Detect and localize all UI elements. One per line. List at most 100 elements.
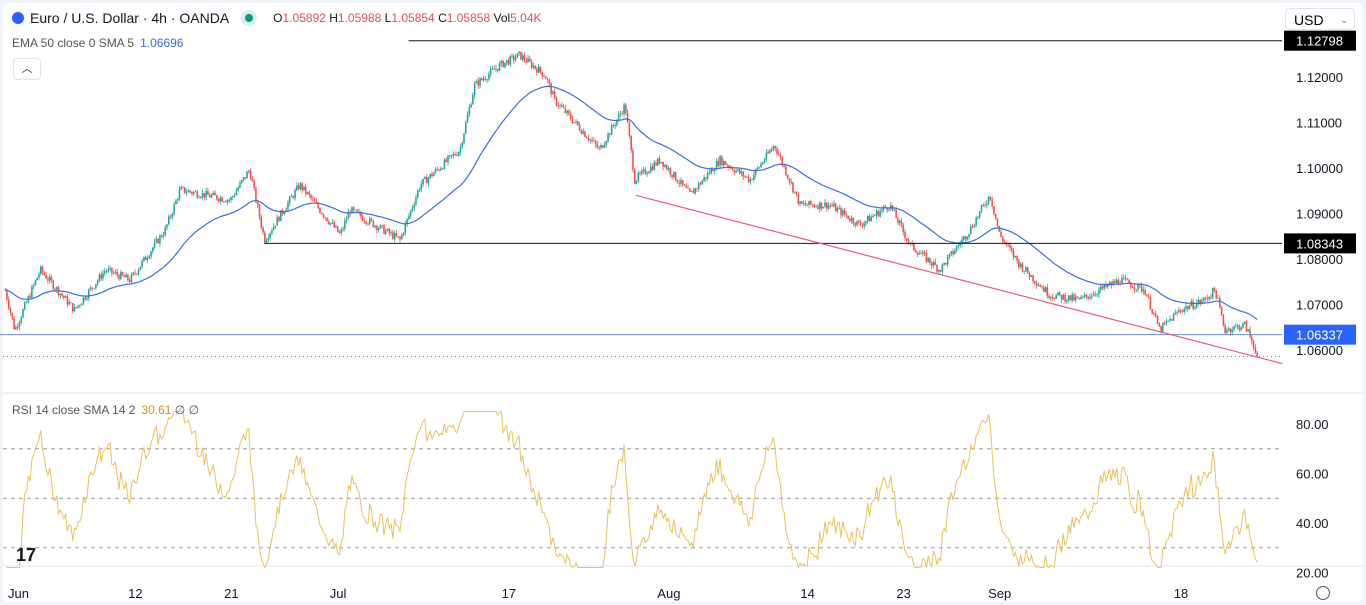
candle-body [927, 257, 929, 262]
candle-body [87, 289, 90, 298]
candle-body [573, 121, 576, 123]
candle-body [185, 192, 188, 194]
candle-body [402, 233, 405, 235]
candle-body [863, 223, 865, 227]
candle-body [952, 251, 954, 255]
candle-body [954, 250, 956, 255]
candle-body [557, 105, 560, 107]
candle-body [612, 125, 615, 127]
time-tick-label: 12 [128, 586, 142, 601]
candle-body [904, 231, 906, 239]
candle-body [1030, 275, 1033, 277]
candle-body [100, 274, 103, 279]
candle-body [980, 205, 983, 212]
candle-body [413, 204, 416, 208]
candle-body [518, 51, 520, 54]
candle-body [998, 225, 1001, 232]
candle-body [785, 166, 787, 175]
candle-body [409, 210, 412, 216]
symbol-legend: Euro / U.S. Dollar · 4h · OANDA O1.05892… [12, 10, 542, 26]
candle-body [1135, 289, 1138, 291]
candle-body [459, 146, 462, 152]
candle-body [1179, 310, 1182, 312]
candle-body [1181, 311, 1184, 312]
candle-body [845, 214, 848, 216]
candle-body [777, 153, 780, 156]
candle-body [593, 140, 595, 142]
candle-body [383, 225, 385, 234]
candle-body [201, 192, 204, 198]
candle-body [667, 168, 670, 170]
candle-body [881, 209, 883, 212]
candle-body [545, 76, 547, 79]
descending-trendline [635, 194, 1283, 365]
candle-body [696, 188, 698, 190]
candle-body [804, 203, 807, 205]
candle-body [724, 160, 727, 165]
candle-body [322, 214, 325, 217]
candle-body [1089, 296, 1091, 299]
candle-body [392, 232, 394, 239]
candle-body [530, 61, 533, 68]
candle-body [296, 185, 298, 190]
candle-body [461, 143, 464, 147]
candle-body [438, 169, 440, 171]
candle-body [847, 215, 849, 219]
candle-body [1066, 300, 1068, 302]
candle-body [1162, 322, 1164, 332]
candle-body [194, 191, 197, 193]
candle-body [228, 199, 231, 201]
ema-line [5, 85, 1258, 321]
candle-body [1224, 324, 1226, 333]
candle-body [760, 163, 762, 168]
candle-body [23, 302, 26, 310]
candle-body [416, 190, 419, 198]
candle-body [962, 236, 965, 240]
candle-body [993, 206, 995, 215]
candle-body [934, 261, 937, 266]
candle-body [210, 195, 213, 198]
candle-body [118, 275, 120, 280]
candle-body [38, 273, 40, 278]
candle-body [854, 223, 857, 226]
candle-body [689, 188, 691, 192]
candle-body [84, 297, 87, 300]
candle-body [466, 114, 469, 123]
collapse-legend-button[interactable]: ︿ [13, 58, 41, 80]
candle-body [103, 271, 106, 274]
candle-body [795, 191, 798, 194]
candle-body [1098, 290, 1100, 295]
candle-body [669, 168, 672, 175]
candle-body [594, 140, 597, 145]
candle-body [15, 326, 17, 330]
candle-body [982, 204, 985, 206]
candle-body [1169, 318, 1171, 321]
rsi-legend[interactable]: RSI 14 close SMA 14 2 30.61 ∅ ∅ [12, 403, 199, 417]
candle-body [301, 183, 303, 190]
candle-body [400, 234, 403, 240]
candle-body [377, 228, 380, 231]
candle-body [1154, 313, 1157, 316]
candle-body [258, 204, 261, 218]
candle-body [39, 266, 42, 274]
candle-body [1142, 289, 1145, 292]
candle-body [1167, 320, 1170, 322]
candle-body [283, 211, 286, 214]
candle-body [1236, 325, 1239, 327]
currency-select[interactable]: USD ⌄ [1285, 8, 1355, 30]
candle-body [280, 210, 282, 222]
price-level-label: 1.06337 [1296, 328, 1343, 343]
candle-body [141, 260, 143, 267]
ema-legend[interactable]: EMA 50 close 0 SMA 5 1.06696 [12, 36, 183, 50]
candle-body [793, 191, 796, 193]
candle-body [683, 184, 686, 186]
price-level-label: 1.08343 [1296, 236, 1343, 251]
candle-body [578, 125, 581, 131]
settings-icon[interactable] [1316, 586, 1330, 600]
candle-body [491, 68, 494, 70]
candle-body [370, 218, 373, 221]
candle-body [1243, 321, 1246, 324]
candle-body [498, 63, 501, 71]
candle-body [925, 253, 928, 262]
